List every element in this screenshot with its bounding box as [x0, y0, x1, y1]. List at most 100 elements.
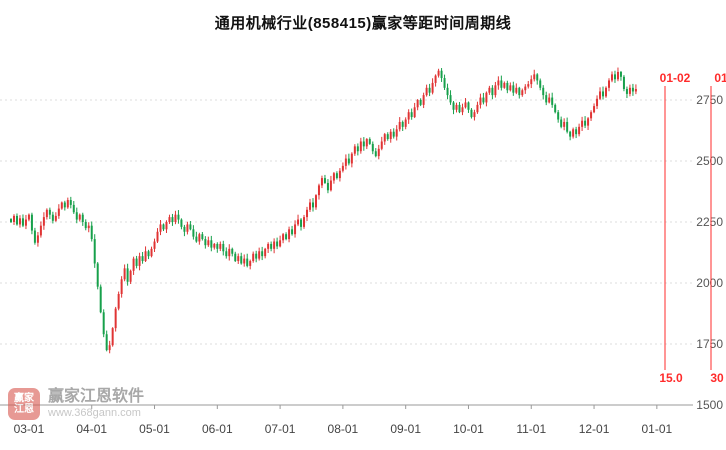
- candle-body: [225, 251, 228, 257]
- candle-body: [117, 293, 120, 309]
- candle-body: [153, 241, 156, 249]
- candle-body: [392, 131, 395, 137]
- candle-body: [234, 253, 237, 262]
- candle-body: [60, 202, 63, 209]
- candle-body: [102, 312, 105, 335]
- y-axis-label: 1500: [696, 398, 723, 412]
- candle-body: [398, 121, 401, 130]
- candle-body: [506, 82, 509, 91]
- candle-body: [252, 253, 255, 262]
- candle-body: [452, 102, 455, 110]
- candle-body: [183, 226, 186, 232]
- candle-body: [288, 229, 291, 240]
- candle-body: [99, 286, 102, 313]
- candle-body: [314, 195, 317, 208]
- candle-body: [461, 107, 464, 113]
- candle-body: [470, 109, 473, 118]
- candle-body: [273, 241, 276, 249]
- candle-body: [440, 70, 443, 79]
- x-axis-label: 07-01: [265, 422, 296, 436]
- candle-body: [485, 92, 488, 103]
- candle-body: [54, 215, 57, 221]
- candle-body: [129, 270, 132, 282]
- candle-body: [207, 240, 210, 246]
- candle-body: [530, 79, 533, 85]
- x-axis-label: 01-01: [641, 422, 672, 436]
- candle-body: [195, 236, 198, 242]
- candle-body: [231, 248, 234, 254]
- x-axis-label: 10-01: [453, 422, 484, 436]
- candle-body: [437, 70, 440, 76]
- candle-body: [344, 158, 347, 166]
- candle-body: [10, 219, 12, 222]
- candle-body: [267, 243, 270, 249]
- candle-body: [33, 230, 36, 243]
- candle-body: [509, 85, 512, 91]
- candle-body: [323, 178, 326, 183]
- candle-body: [258, 251, 261, 259]
- chart-title: 通用机械行业(858415)赢家等距时间周期线: [214, 15, 512, 32]
- candle-body: [216, 243, 219, 249]
- candle-body: [512, 85, 515, 93]
- watermark-brand: 赢家江恩软件: [48, 388, 145, 405]
- candle-body: [386, 134, 389, 140]
- candle-body: [341, 165, 344, 171]
- candle-body: [566, 121, 569, 132]
- candle-body: [320, 178, 323, 186]
- candle-body: [18, 218, 21, 225]
- candle-body: [622, 76, 625, 90]
- candle-body: [581, 120, 584, 127]
- candle-body: [482, 97, 485, 103]
- candle-body: [362, 141, 365, 147]
- candle-body: [356, 146, 359, 152]
- candle-body: [303, 217, 306, 227]
- y-axis-label: 2250: [696, 215, 723, 229]
- candle-body: [144, 251, 147, 262]
- candle-body: [63, 202, 66, 208]
- candle-body: [222, 243, 225, 252]
- candle-body: [177, 214, 180, 220]
- candle-body: [584, 120, 587, 126]
- candle-body: [84, 222, 87, 229]
- candle-body: [404, 119, 407, 127]
- period-line-bottom-label: 15.0: [659, 371, 683, 385]
- y-axis-label: 2750: [696, 93, 723, 107]
- candle-body: [81, 214, 84, 222]
- candle-body: [401, 121, 404, 127]
- candle-body: [338, 170, 341, 179]
- candle-body: [123, 268, 126, 280]
- candle-body: [599, 91, 602, 99]
- candle-body: [533, 74, 536, 80]
- candle-body: [72, 204, 75, 213]
- brand-logo-text-1: 赢家: [14, 393, 34, 404]
- candle-body: [186, 224, 189, 232]
- candle-body: [497, 80, 500, 86]
- candle-body: [51, 214, 54, 221]
- candle-body: [503, 82, 506, 88]
- candle-body: [57, 208, 60, 216]
- brand-logo-text-2: 江恩: [14, 404, 34, 415]
- candle-body: [563, 121, 566, 127]
- candle-body: [261, 251, 264, 257]
- candle-body: [431, 82, 434, 93]
- candle-body: [180, 219, 183, 227]
- candle-body: [631, 87, 634, 92]
- x-axis-label: 12-01: [579, 422, 610, 436]
- candle-body: [213, 243, 216, 248]
- candle-body: [282, 234, 285, 241]
- candle-body: [12, 215, 15, 222]
- candle-body: [311, 202, 314, 208]
- candle-body: [368, 139, 371, 144]
- candle-body: [135, 258, 138, 266]
- period-line-bottom-label: 30: [710, 371, 724, 385]
- candle-body: [557, 112, 560, 120]
- candle-body: [30, 214, 33, 231]
- candle-body: [416, 100, 419, 108]
- candle-body: [39, 225, 42, 236]
- candle-body: [168, 217, 171, 222]
- candle-body: [294, 224, 297, 235]
- candle-body: [479, 97, 482, 105]
- candle-body: [335, 173, 338, 179]
- candle-body: [491, 87, 494, 96]
